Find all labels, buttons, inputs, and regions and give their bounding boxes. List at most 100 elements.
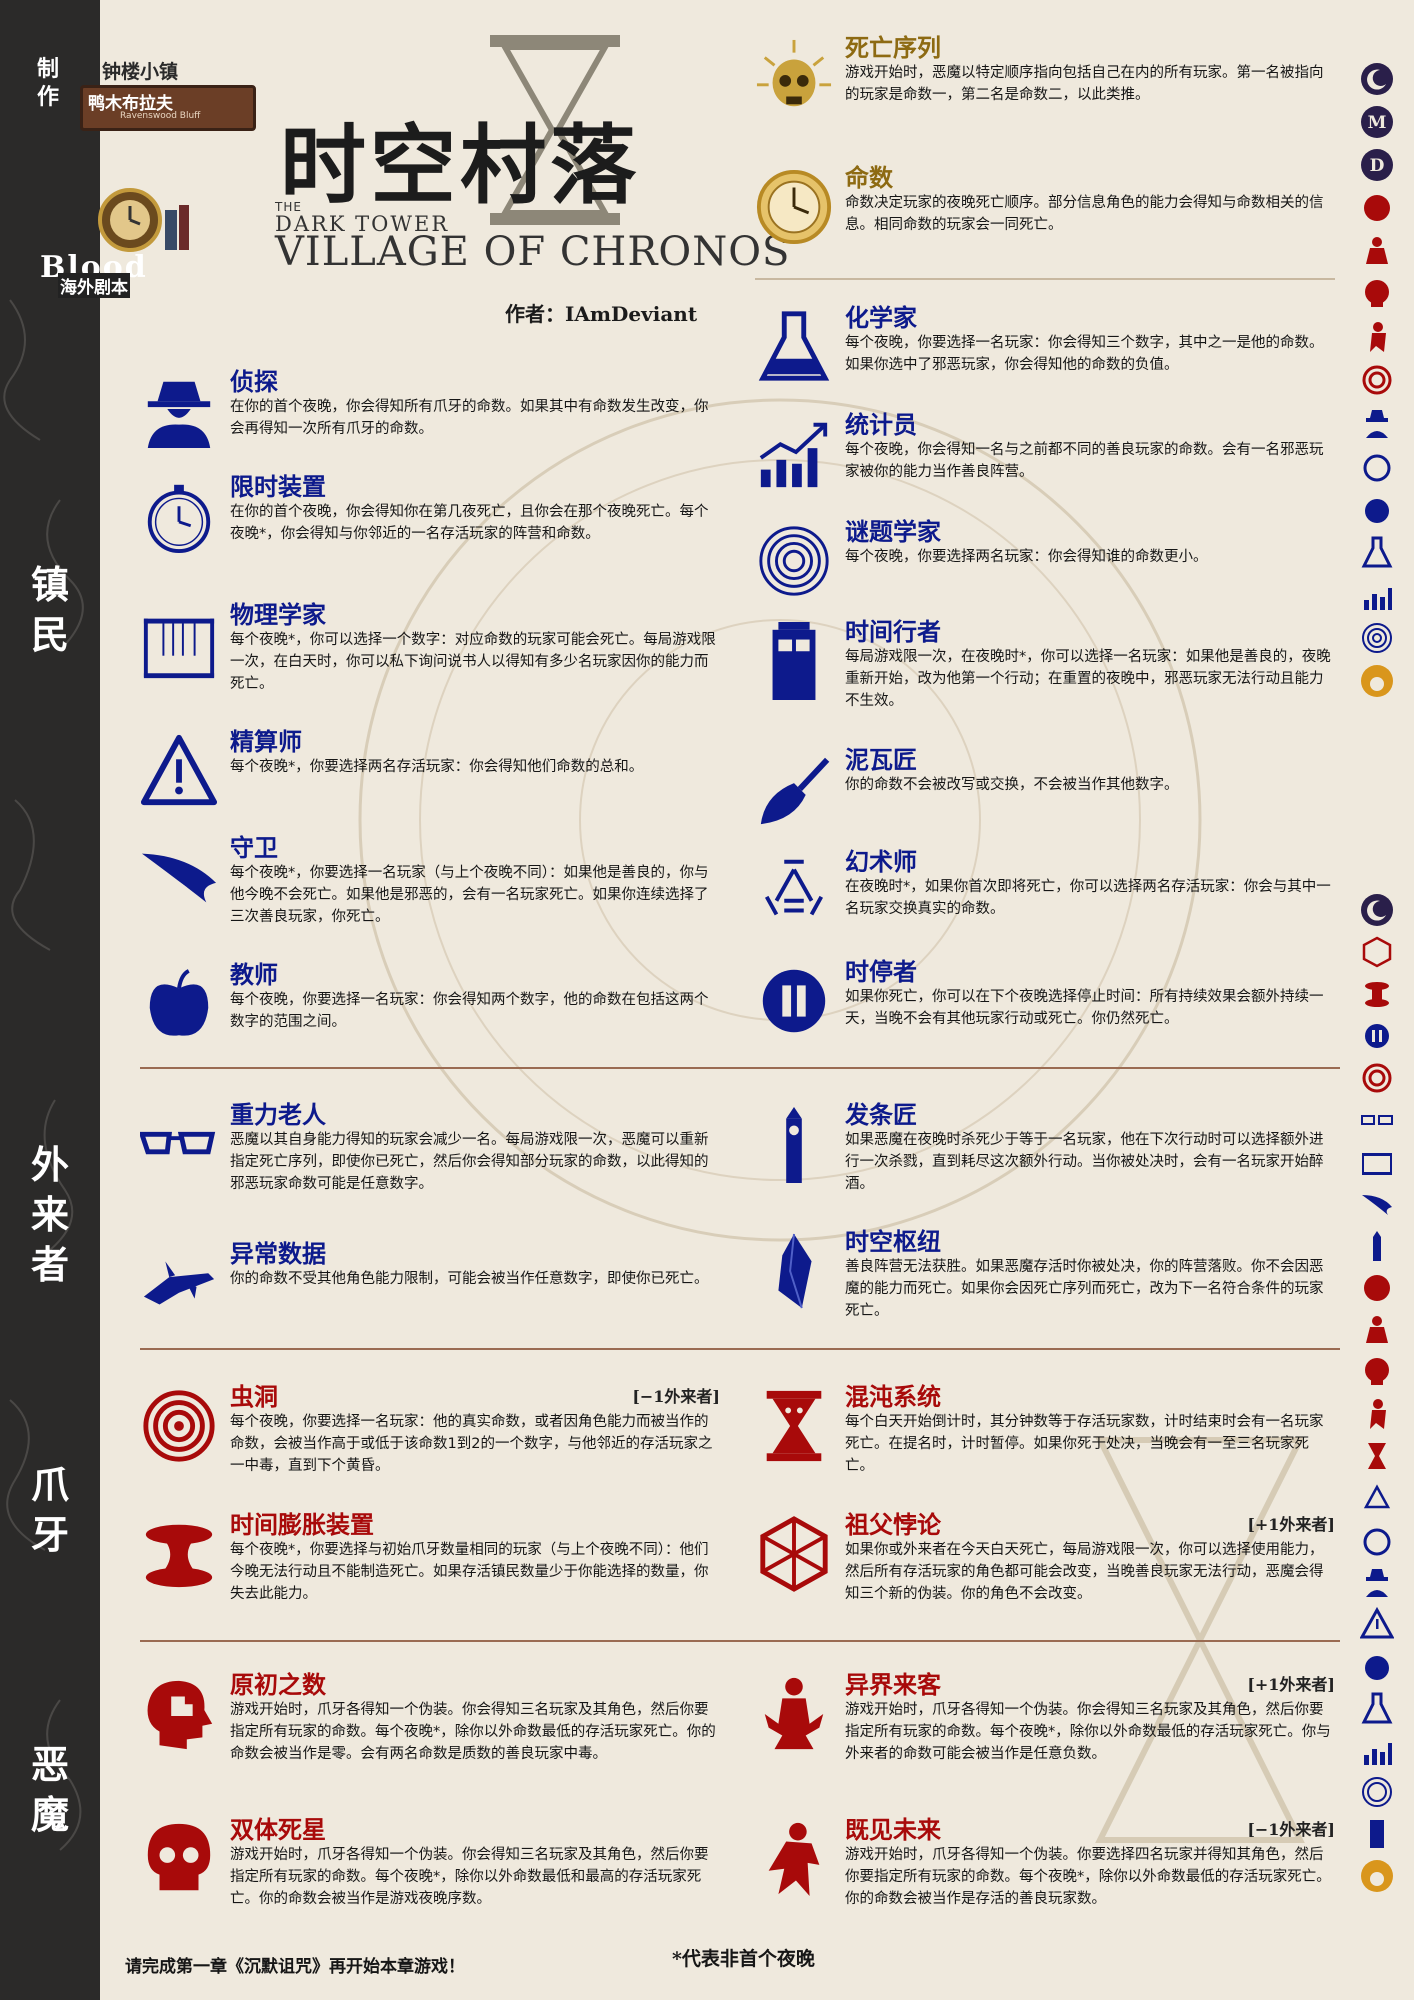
role-name: 时空枢纽: [845, 1227, 941, 1256]
role-desc: 善良阵营无法获胜。如果恶魔存活时你被处决，你的阵营落败。你不会因恶魔的能力而死亡…: [845, 1259, 1324, 1319]
clock-tower-icon: [786, 1106, 802, 1183]
role-desc: 你的命数不会被改写或交换，不会被当作其他数字。: [845, 777, 1179, 793]
night-other-dilator: [1360, 977, 1394, 1011]
role-desc: 在你的首个夜晚，你会得知你在第几夜死亡，且你会在那个夜晚死亡。每个夜晚*，你会得…: [230, 504, 709, 542]
puzzle-head-icon: [1364, 195, 1390, 221]
role-desc: 每个夜晚*，你要选择一名玩家（与上个夜晚不同）：如果他是善良的，你与他今晚不会死…: [230, 865, 709, 925]
sun-icon: [1361, 665, 1393, 697]
role-desc: 游戏开始时，爪牙各得知一个伪装。你要选择四名玩家并得知其角色，然后你要指定所有玩…: [845, 1847, 1331, 1907]
flask-icon: [1361, 536, 1393, 568]
subtitle-the: THE: [275, 200, 302, 214]
ghost-figure-icon: [1370, 322, 1386, 352]
rule-divider: [755, 278, 1335, 280]
role-desc: 在你的首个夜晚，你会得知所有爪牙的命数。如果其中有命数发生改变，你会再得知一次所…: [230, 399, 709, 437]
brand-overseas: 海外剧本: [58, 273, 130, 298]
pocket-watch-icon: [147, 484, 211, 554]
subtitle-dark-tower: DARK TOWER: [275, 212, 450, 236]
detective-icon: [1366, 410, 1388, 438]
role-name: 双体死星: [230, 1815, 326, 1844]
hourglass-skull-icon: [1368, 1443, 1386, 1469]
role-name: 泥瓦匠: [845, 745, 917, 774]
moon-icon: [1361, 894, 1393, 926]
role-desc: 每个夜晚*，你要选择两名存活玩家：你会得知他们命数的总和。: [230, 759, 644, 775]
chart-icon: [1364, 588, 1392, 610]
role-name: 守卫: [230, 833, 278, 862]
sidebar: [0, 0, 100, 2000]
role-desc: 游戏开始时，爪牙各得知一个伪装。你会得知三名玩家及其角色，然后你要指定所有玩家的…: [230, 1702, 716, 1762]
role-name: 混沌系统: [845, 1382, 941, 1411]
role-name: 教师: [230, 960, 278, 989]
night-first-puzzler: [1360, 621, 1394, 655]
maker-bluff: 鸭木布拉夫: [88, 94, 173, 114]
pocket-watch-icon: [1363, 454, 1391, 482]
police-box-icon: [1370, 1820, 1384, 1848]
flask-icon: [1361, 1692, 1393, 1724]
apple-icon: [1365, 1656, 1389, 1680]
night-first-dawn: [1360, 664, 1394, 698]
footer-prerequisite: 请完成第一章《沉默诅咒》再开始本章游戏！: [125, 1957, 465, 1977]
role-desc: 每个夜晚，你要选择一名玩家：你会得知三个数字，其中之一是他的命数。如果你选中了邪…: [845, 335, 1324, 373]
role-desc: 游戏开始时，爪牙各得知一个伪装。你会得知三名玩家及其角色，然后你要指定所有玩家的…: [845, 1702, 1331, 1762]
role-desc: 每局游戏限一次，在夜晚时*，你可以选择一名玩家：如果他是善良的，夜晚重新开始，改…: [845, 649, 1331, 709]
role-desc: 游戏开始时，爪牙各得知一个伪装。你会得知三名玩家及其角色，然后你要指定所有玩家的…: [230, 1847, 709, 1907]
role-desc: 每个夜晚，你要选择一名玩家：你会得知两个数字，他的命数在包括这两个数字的范围之间…: [230, 992, 709, 1030]
spool-icon: [1365, 982, 1389, 1007]
clock-icon: [756, 169, 832, 245]
role-desc: 在夜晚时*，如果你首次即将死亡，你可以选择两名存活玩家：你会与其中一名玩家交换真…: [845, 879, 1331, 917]
hourglass-icon: [490, 35, 620, 225]
section-minion: 爪牙: [30, 1462, 69, 1557]
flask-icon: [758, 311, 830, 381]
role-desc: 每个夜晚，你会得知一名与之前都不同的善良玩家的命数。会有一名邪恶玩家被你的能力当…: [845, 442, 1324, 480]
night-first-skull: [1360, 277, 1394, 311]
role-name: 化学家: [845, 303, 917, 332]
glasses-icon: [140, 1131, 216, 1155]
night-first-foreseer: [1360, 320, 1394, 354]
role-tag: [+1外来者]: [1247, 1515, 1335, 1534]
role-name: 谜题学家: [845, 517, 941, 546]
maker-badge: 制作 钟楼小镇 鸭木布拉夫 Ravenswood Bluff: [37, 45, 256, 131]
role-name: 祖父悖论: [845, 1510, 941, 1539]
role-desc: 恶魔以其自身能力得知的玩家会减少一名。每局游戏限一次，恶魔可以重新指定死亡序列，…: [230, 1132, 709, 1192]
ghost-figure-icon: [1370, 1399, 1386, 1429]
night-first-teacher: [1360, 492, 1394, 526]
rule-desc: 命数决定玩家的夜晚死亡顺序。部分信息角色的能力会得知与命数相关的信息。相同命数的…: [845, 195, 1324, 233]
maker-plaque: [80, 85, 256, 131]
role-desc: 如果你死亡，你可以在下个夜晚选择停止时间：所有持续效果会额外持续一天，当晚不会有…: [845, 989, 1324, 1027]
wing-icon: [141, 853, 217, 903]
spiral-icon: [143, 1390, 215, 1462]
brand-logo: Blood 海外剧本: [40, 180, 200, 300]
detective-icon: [1366, 1569, 1388, 1597]
kneeling-figure-icon: [764, 1677, 824, 1750]
night-other-physicist: [1360, 1145, 1394, 1179]
night-other-pause: [1360, 1019, 1394, 1053]
spiral-icon: [1362, 1063, 1392, 1093]
role-desc: 如果恶魔在夜晚时杀死少于等于一名玩家，他在下次行动时可以选择额外进行一次杀戮，直…: [845, 1132, 1324, 1192]
night-other-illusionist: [1360, 1481, 1394, 1515]
warning-icon: [1359, 1606, 1395, 1639]
night-first-m: M: [1360, 105, 1394, 139]
night-other-chaos: [1360, 1439, 1394, 1473]
maker-label: 制作: [36, 56, 59, 110]
newton-cradle-icon: [143, 618, 215, 679]
role-desc: 每个夜晚*，你要选择与初始爪牙数量相同的玩家（与上个夜晚不同）：他们今晚无法行动…: [230, 1542, 709, 1602]
role-name: 发条匠: [845, 1100, 917, 1129]
maker-bluff-en: Ravenswood Bluff: [120, 111, 201, 121]
maker-town: 钟楼小镇: [102, 61, 179, 83]
role-name: 侦探: [230, 367, 278, 396]
triangle-icon: [764, 859, 824, 916]
role-name: 时停者: [845, 957, 917, 986]
police-box-icon: [772, 622, 816, 700]
night-other-timer: [1360, 1523, 1394, 1557]
puzzle-head-icon: [1364, 1275, 1390, 1301]
skull-sun-icon: [756, 39, 832, 107]
role-name: 幻术师: [845, 847, 917, 876]
role-name: 异常数据: [230, 1239, 326, 1268]
night-other-glasses: [1360, 1103, 1394, 1137]
role-name: 精算师: [230, 727, 302, 756]
clock-tower-icon: [1373, 1231, 1381, 1261]
night-other-visitor: [1360, 1313, 1394, 1347]
role-desc: 每个夜晚，你要选择两名玩家：你会得知谁的命数更小。: [845, 549, 1208, 565]
role-name: 时间膨胀装置: [230, 1510, 374, 1539]
clock-books-icon: [98, 188, 189, 252]
chart-icon: [759, 422, 828, 488]
